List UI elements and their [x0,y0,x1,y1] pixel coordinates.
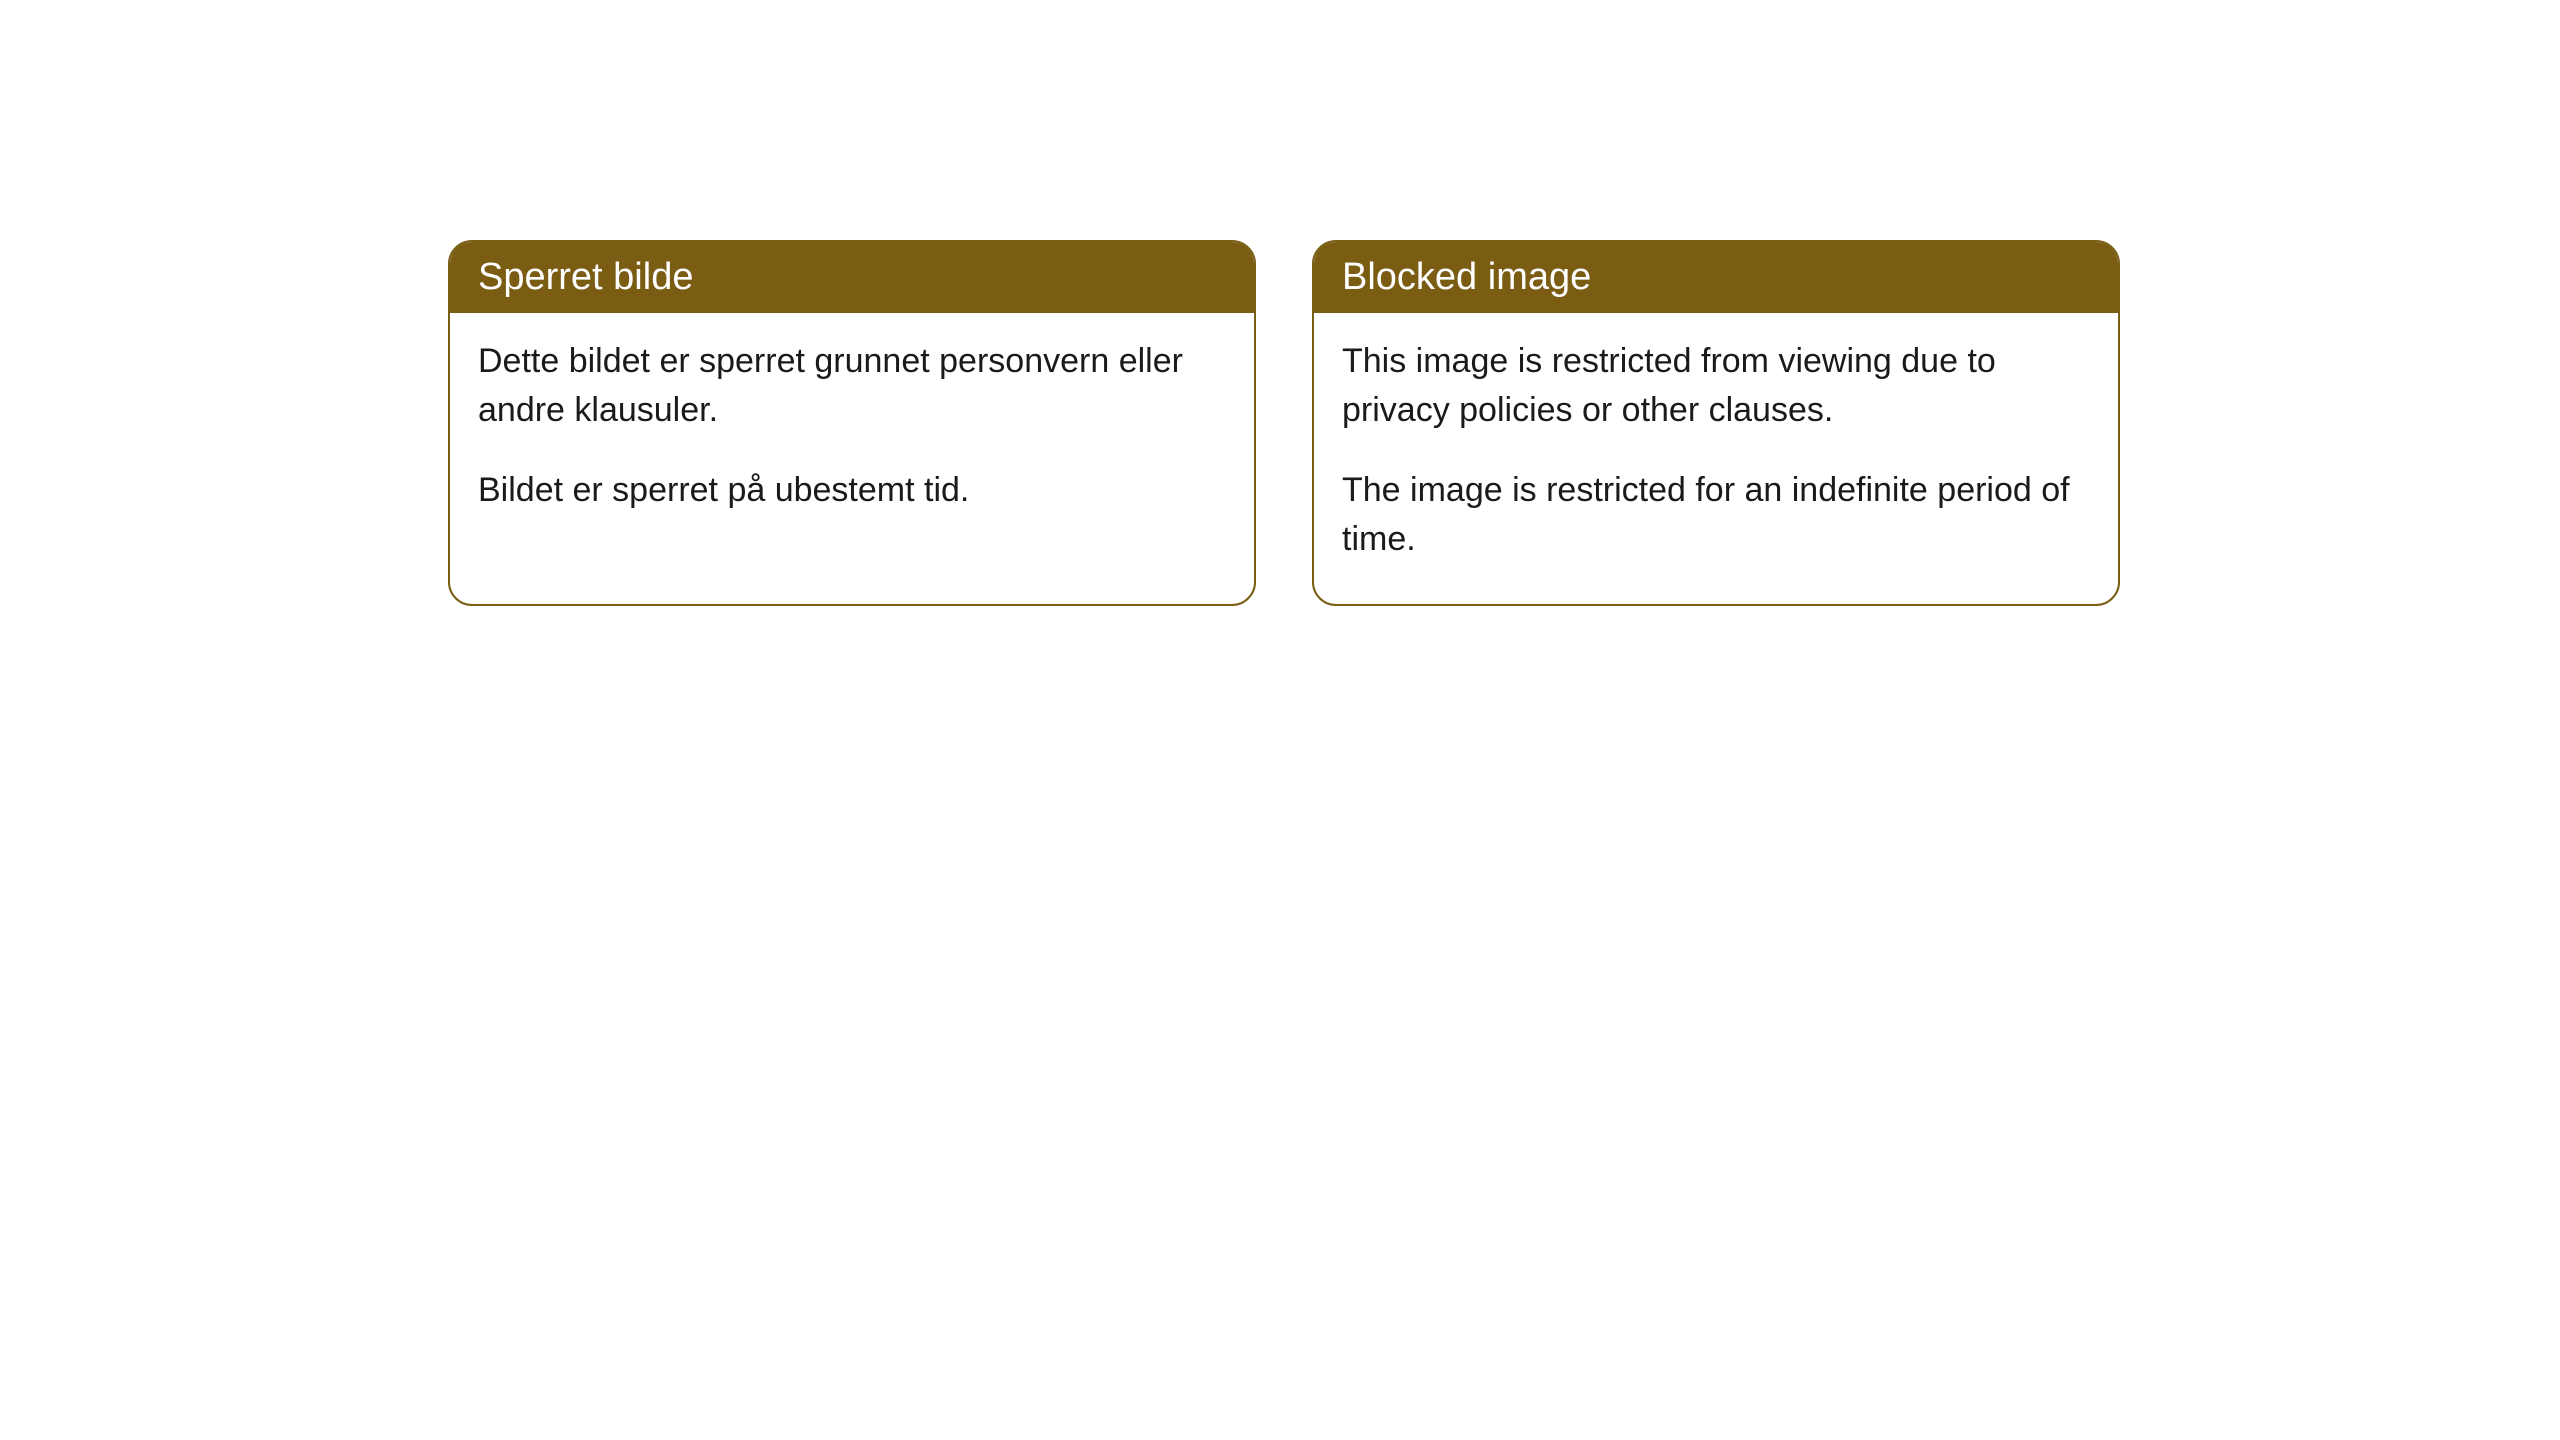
card-body: This image is restricted from viewing du… [1314,313,2118,604]
card-paragraph-2: Bildet er sperret på ubestemt tid. [478,466,1226,515]
card-norwegian: Sperret bilde Dette bildet er sperret gr… [448,240,1256,606]
card-english: Blocked image This image is restricted f… [1312,240,2120,606]
card-header: Sperret bilde [450,242,1254,313]
card-body: Dette bildet er sperret grunnet personve… [450,313,1254,555]
card-paragraph-2: The image is restricted for an indefinit… [1342,466,2090,565]
card-title: Blocked image [1342,256,1591,298]
card-container: Sperret bilde Dette bildet er sperret gr… [448,240,2120,606]
card-paragraph-1: This image is restricted from viewing du… [1342,337,2090,436]
card-header: Blocked image [1314,242,2118,313]
card-paragraph-1: Dette bildet er sperret grunnet personve… [478,337,1226,436]
card-title: Sperret bilde [478,256,693,298]
